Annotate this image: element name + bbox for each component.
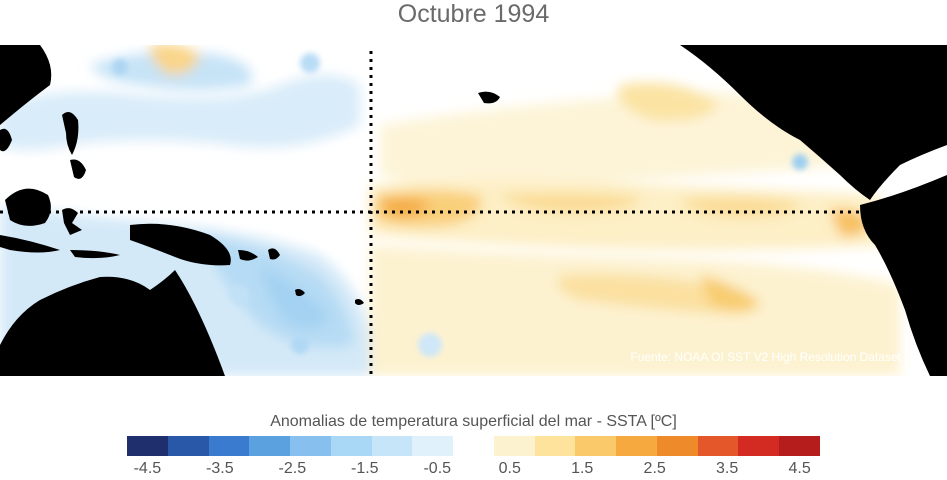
- colorbar-swatch: [412, 436, 454, 456]
- colorbar-tick-label: 2.5: [643, 460, 666, 477]
- anomaly-speckles: [112, 53, 808, 357]
- colorbar-swatch: [167, 436, 209, 456]
- colorbar-swatch: [575, 436, 617, 456]
- reference-lines: [0, 51, 890, 376]
- colorbar-swatch: [330, 436, 372, 456]
- colorbar-tick-label: 0.5: [498, 460, 521, 477]
- colorbar-title: Anomalias de temperatura superficial del…: [270, 413, 677, 430]
- colorbar-tick-label: 1.5: [571, 460, 594, 477]
- colorbar: [127, 436, 821, 456]
- colorbar-swatch: [534, 436, 576, 456]
- colorbar-swatch: [656, 436, 698, 456]
- anomaly-field: [0, 43, 900, 376]
- colorbar-tick-label: -2.5: [278, 460, 307, 477]
- colorbar-swatch: [208, 436, 250, 456]
- map-title: Octubre 1994: [397, 0, 550, 28]
- colorbar-swatch: [290, 436, 331, 456]
- colorbar-tick-label: -3.5: [206, 460, 234, 477]
- colorbar-swatch: [453, 436, 494, 456]
- colorbar-tick-label: -1.5: [350, 460, 379, 477]
- colorbar-tick-label: -4.5: [133, 460, 162, 477]
- colorbar-swatch: [371, 436, 413, 456]
- source-caption: Fuente: NOAA OI SST V2 High Resolution D…: [630, 350, 901, 364]
- colorbar-tick-label: 4.5: [788, 460, 811, 477]
- land: [0, 45, 947, 376]
- ssta-map: [0, 43, 947, 376]
- colorbar-swatch: [697, 436, 739, 456]
- colorbar-tick-label: 3.5: [716, 460, 739, 477]
- colorbar-tick-label: -0.5: [423, 460, 452, 477]
- colorbar-swatch: [738, 436, 780, 456]
- colorbar-swatch: [779, 436, 821, 456]
- colorbar-swatch: [616, 436, 657, 456]
- colorbar-swatch: [127, 436, 168, 456]
- colorbar-ticks: -4.5 -3.5 -2.5 -1.5 -0.5 0.5 1.5 2.5 3.5 4.5: [0, 460, 947, 480]
- colorbar-swatch: [493, 436, 535, 456]
- colorbar-swatch: [249, 436, 291, 456]
